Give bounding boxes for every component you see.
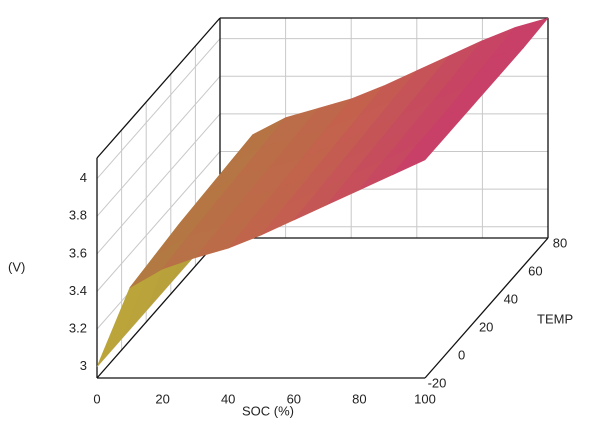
- y-tick-label: 20: [479, 319, 493, 334]
- grid-line: [96, 38, 221, 180]
- grid-line: [96, 113, 221, 255]
- x-tick-label: 60: [287, 391, 301, 406]
- axis-line: [424, 237, 549, 379]
- grid-line: [96, 151, 221, 292]
- z-tick-label: 3.6: [69, 245, 87, 260]
- y-tick-label: 60: [528, 263, 542, 278]
- y-tick-label: 40: [504, 291, 518, 306]
- z-tick-label: 3.2: [69, 321, 87, 336]
- x-axis-label: SOC (%): [242, 403, 294, 418]
- x-tick-label: 100: [414, 391, 436, 406]
- z-tick-label: 3.8: [69, 208, 87, 223]
- axis-line: [96, 17, 221, 159]
- x-tick-label: 40: [221, 391, 235, 406]
- y-tick-label: 0: [458, 347, 465, 362]
- x-tick-label: 20: [155, 391, 169, 406]
- y-tick-label: -20: [428, 375, 447, 390]
- y-axis-label: TEMP: [537, 311, 573, 326]
- axis-line: [96, 237, 221, 379]
- z-axis-label: (V): [8, 259, 25, 274]
- x-tick-label: 80: [352, 391, 366, 406]
- z-tick-label: 4: [80, 170, 87, 185]
- z-tick-label: 3: [80, 358, 87, 373]
- z-tick-label: 3.4: [69, 283, 87, 298]
- surface-patch: [391, 131, 450, 176]
- grid-line: [96, 75, 221, 217]
- x-tick-label: 0: [93, 391, 100, 406]
- y-tick-label: 80: [553, 235, 567, 250]
